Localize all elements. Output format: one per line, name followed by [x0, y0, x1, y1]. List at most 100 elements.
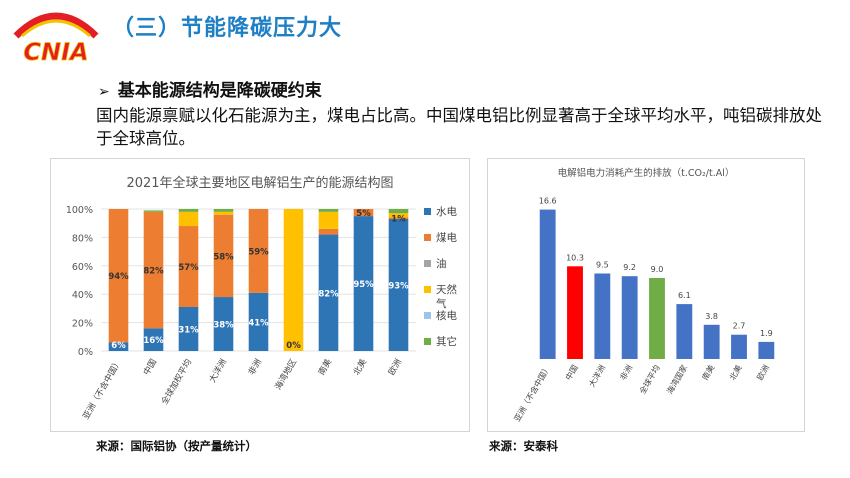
chart1-data-label: 0%	[286, 341, 301, 351]
chart1-bar-segment	[213, 211, 234, 215]
chart2-value-label: 3.8	[705, 312, 718, 321]
chart2-bar	[594, 273, 611, 359]
chart1-legend-swatch	[424, 260, 431, 267]
page-title: （三）节能降碳压力大	[112, 16, 343, 41]
chart1-bar-segment	[353, 216, 374, 351]
chart1-bar-segment	[248, 209, 269, 293]
chart1-data-label: 95%	[353, 280, 374, 290]
chart1-ytick-label: 80%	[72, 233, 93, 244]
chart2-bar	[649, 278, 665, 359]
chart1-data-label: 41%	[248, 318, 269, 328]
energy-structure-chart-panel: 2021年全球主要地区电解铝生产的能源结构图 0% 20% 40% 60% 80% 100%…	[50, 158, 470, 432]
chart1-bar-segment	[143, 210, 164, 212]
chart2-value-label: 10.3	[566, 253, 584, 262]
chart1-data-label: 93%	[388, 281, 409, 291]
chart1-legend-label: 天然	[436, 283, 457, 296]
chart1-bar-segment	[108, 209, 129, 343]
body-paragraph: 国内能源禀赋以化石能源为主，煤电占比高。中国煤电铝比例显著高于全球平均水平，吨铝…	[96, 106, 822, 148]
chart1-bar-segment	[178, 209, 199, 212]
chart2-value-label: 9.2	[623, 263, 636, 272]
chart1-bar-segment	[143, 211, 164, 329]
chart1-bar-segment	[318, 211, 339, 229]
chart1-bar-segment	[283, 209, 304, 351]
chart2-bar	[621, 276, 638, 359]
chart1-bar-segment	[388, 217, 409, 219]
chart2-category-label: 大洋洲	[586, 363, 607, 389]
chart1-ytick-label: 40%	[72, 290, 93, 301]
chart1-ytick-label: 20%	[72, 319, 93, 330]
chart1-legend-label: 油	[436, 257, 447, 270]
chart2-title: 电解铝电力消耗产生的排放（t.CO₂/t.Al）	[558, 167, 735, 179]
chart1-ytick-label: 60%	[72, 262, 93, 273]
chart1-bar-segment	[143, 328, 164, 351]
chart1-category-label: 大洋洲	[207, 357, 229, 385]
emission-chart-panel: 电解铝电力消耗产生的排放（t.CO₂/t.Al） 16.6 亚洲（不含中国） 10.3…	[487, 158, 805, 432]
chart1-bar-segment	[388, 218, 409, 351]
chart1-data-label: 57%	[178, 263, 199, 273]
chart1-bar-segment	[213, 209, 234, 212]
chart1-legend-label: 其它	[436, 335, 457, 348]
chart2-bar	[703, 324, 720, 359]
source-right: 来源：安泰科	[489, 439, 558, 453]
emission-chart: 电解铝电力消耗产生的排放（t.CO₂/t.Al） 16.6 亚洲（不含中国） 10.3…	[512, 167, 775, 423]
chart1-bar-segment	[318, 234, 339, 351]
chart1-legend-swatch	[424, 234, 431, 241]
chart1-legend-swatch	[424, 286, 431, 293]
chart2-bar	[539, 209, 556, 359]
chart2-category-label: 非洲	[618, 363, 635, 382]
chart2-category-label: 亚洲（不含中国）	[512, 363, 553, 423]
chart1-bar-segment	[108, 342, 129, 351]
chart1-bar-segment	[388, 213, 409, 218]
chart1-data-label: 58%	[213, 252, 234, 262]
chart1-category-label: 南美	[316, 357, 334, 378]
chart1-bar-segment	[318, 209, 339, 212]
arrow-bullet-icon: ➢	[98, 84, 110, 100]
chart1-data-label: 31%	[178, 325, 199, 335]
chart1-bar-segment	[213, 297, 234, 351]
chart1-bar-segment	[178, 211, 199, 227]
chart1-legend-label: 煤电	[436, 231, 457, 244]
chart1-data-label: 38%	[213, 321, 234, 331]
chart1-bar-segment	[213, 214, 234, 298]
chart2-category-label: 欧洲	[754, 363, 771, 382]
chart1-legend-swatch	[424, 338, 431, 345]
chart1-category-label: 海湾地区	[273, 357, 300, 392]
chart2-category-label: 北美	[727, 363, 744, 382]
chart1-legend-swatch	[424, 312, 431, 319]
chart2-category-label: 全球平均	[637, 363, 662, 396]
bullet-heading: ➢ 基本能源结构是降碳硬约束	[98, 76, 322, 101]
chart1-data-label: 16%	[143, 336, 164, 346]
chart1-legend-label: 核电	[436, 309, 457, 322]
chart1-bar-segment	[178, 226, 199, 307]
chart2-bar	[676, 304, 693, 359]
chart1-title: 2021年全球主要地区电解铝生产的能源结构图	[126, 175, 393, 191]
chart1-category-label: 非洲	[246, 357, 264, 377]
chart1-data-label: 82%	[318, 289, 339, 299]
chart1-bar-segment	[248, 292, 269, 351]
chart2-category-label: 中国	[563, 363, 580, 382]
chart1-category-label: 北美	[351, 357, 369, 378]
chart1-data-label: 5%	[356, 209, 371, 219]
chart1-legend-label: 气	[436, 297, 447, 310]
bullet-text: 基本能源结构是降碳硬约束	[117, 81, 322, 101]
chart1-ytick-label: 0%	[78, 347, 93, 358]
chart1-data-label: 59%	[248, 247, 269, 257]
chart2-value-label: 16.6	[539, 197, 557, 206]
chart2-bar	[758, 341, 775, 359]
cnia-logo: CNIA	[13, 12, 99, 66]
logo-text: CNIA	[23, 38, 88, 66]
chart2-value-label: 9.0	[651, 265, 664, 274]
chart1-bar-segment	[318, 228, 339, 235]
chart1-category-label: 全球加权平均	[159, 357, 194, 407]
chart2-value-label: 6.1	[678, 291, 691, 300]
chart1-bar-segment	[353, 209, 374, 217]
chart2-value-label: 1.9	[760, 329, 773, 338]
source-left: 来源：国际铝协（按产量统计）	[96, 439, 257, 453]
chart1-data-label: 94%	[108, 272, 129, 282]
chart1-data-label: 82%	[143, 267, 164, 277]
chart1-category-label: 中国	[141, 357, 159, 377]
energy-structure-chart: 2021年全球主要地区电解铝生产的能源结构图 0% 20% 40% 60% 80% 100%…	[66, 175, 458, 421]
chart1-legend-label: 水电	[436, 205, 457, 218]
chart2-bar	[567, 266, 583, 359]
chart2-value-label: 2.7	[733, 322, 746, 331]
